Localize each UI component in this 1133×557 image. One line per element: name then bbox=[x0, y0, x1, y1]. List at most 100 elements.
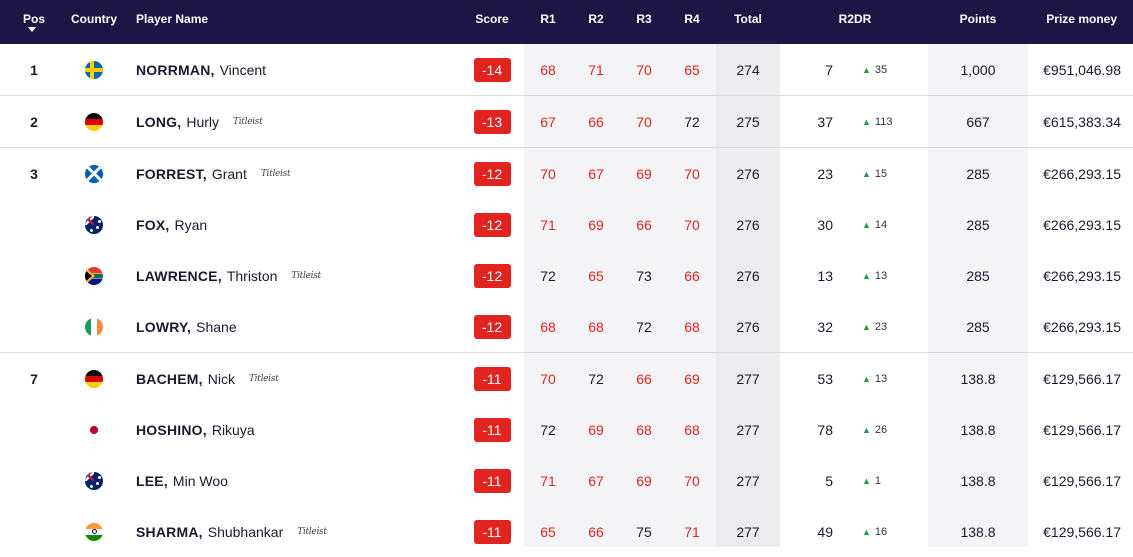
total-cell: 277 bbox=[736, 370, 760, 387]
arrow-up-icon: ▲ bbox=[862, 373, 871, 384]
player-name-cell[interactable]: LEE, Min Woo bbox=[136, 455, 456, 506]
player-first-name[interactable]: Vincent bbox=[219, 61, 267, 78]
player-first-name[interactable]: Nick bbox=[207, 370, 235, 387]
prize-money-cell: €266,293.15 bbox=[1043, 267, 1121, 284]
player-last-name[interactable]: FORREST, bbox=[136, 165, 207, 182]
r1-cell: 65 bbox=[540, 523, 556, 540]
player-name-cell[interactable]: LAWRENCE, Thriston Titleist bbox=[136, 250, 456, 301]
r2dr-movement: ▲ 23 bbox=[862, 320, 888, 333]
table-row[interactable]: LAWRENCE, Thriston Titleist -12 72 65 73 66 276 1… bbox=[0, 250, 1133, 301]
r2-cell: 69 bbox=[588, 216, 604, 233]
player-first-name[interactable]: Thriston bbox=[226, 267, 278, 284]
leaderboard-header: Pos Country Player Name Score R1 R2 R3 R… bbox=[0, 0, 1133, 44]
player-name-cell[interactable]: LONG, Hurly Titleist bbox=[136, 96, 456, 147]
player-last-name[interactable]: HOSHINO, bbox=[136, 421, 207, 438]
table-row[interactable]: 2 LONG, Hurly Titleist -13 67 66 70 72 275 37 ▲ 113 6… bbox=[0, 95, 1133, 147]
prize-money-cell: €129,566.17 bbox=[1043, 421, 1121, 438]
player-first-name[interactable]: Grant bbox=[211, 165, 247, 182]
prize-money-header: Prize money bbox=[1046, 12, 1117, 26]
r2dr-cell: 30 bbox=[817, 216, 833, 233]
position-cell: 3 bbox=[30, 165, 38, 182]
r2-cell: 69 bbox=[588, 421, 604, 438]
player-last-name[interactable]: LAWRENCE, bbox=[136, 267, 222, 284]
arrow-up-icon: ▲ bbox=[862, 116, 871, 127]
position-cell bbox=[14, 506, 54, 557]
prize-money-cell: €129,566.17 bbox=[1043, 472, 1121, 489]
r2dr-cell: 32 bbox=[817, 318, 833, 335]
player-last-name[interactable]: LONG, bbox=[136, 113, 182, 130]
player-name-cell[interactable]: FORREST, Grant Titleist bbox=[136, 148, 456, 199]
south-africa-flag-icon bbox=[85, 266, 103, 285]
r2-cell: 66 bbox=[588, 113, 604, 130]
r2dr-movement: ▲ 13 bbox=[862, 372, 888, 385]
r3-header: R3 bbox=[636, 12, 652, 26]
points-cell: 138.8 bbox=[960, 370, 996, 387]
player-name-cell[interactable]: HOSHINO, Rikuya bbox=[136, 404, 456, 455]
table-row[interactable]: 1 NORRMAN, Vincent -14 68 71 70 65 274 7 ▲ 35 1,000 €… bbox=[0, 44, 1133, 95]
player-last-name[interactable]: FOX, bbox=[136, 216, 170, 233]
table-row[interactable]: HOSHINO, Rikuya -11 72 69 68 68 277 78 ▲ 26 138.8 €1… bbox=[0, 404, 1133, 455]
player-last-name[interactable]: NORRMAN, bbox=[136, 61, 215, 78]
score-badge: -12 bbox=[473, 314, 511, 339]
player-name-cell[interactable]: FOX, Ryan bbox=[136, 199, 456, 250]
india-flag-icon bbox=[85, 522, 103, 541]
table-row[interactable]: LEE, Min Woo -11 71 67 69 70 277 5 ▲ 1 138.8 €129,56… bbox=[0, 455, 1133, 506]
player-first-name[interactable]: Shane bbox=[196, 318, 237, 335]
player-last-name[interactable]: BACHEM, bbox=[136, 370, 203, 387]
table-row[interactable]: 3 FORREST, Grant Titleist -12 70 67 69 70 276 23 ▲ 1… bbox=[0, 147, 1133, 199]
points-cell: 1,000 bbox=[960, 61, 996, 78]
r1-cell: 71 bbox=[540, 216, 556, 233]
score-cell: -11 bbox=[472, 404, 512, 455]
player-first-name[interactable]: Hurly bbox=[186, 113, 220, 130]
player-first-name[interactable]: Min Woo bbox=[172, 472, 228, 489]
r2dr-cell: 5 bbox=[825, 472, 833, 489]
r1-cell: 71 bbox=[540, 472, 556, 489]
country-cell bbox=[84, 353, 104, 404]
position-cell bbox=[14, 301, 54, 352]
score-cell: -12 bbox=[472, 301, 512, 352]
player-name-cell[interactable]: NORRMAN, Vincent bbox=[136, 44, 456, 95]
player-name-cell[interactable]: LOWRY, Shane bbox=[136, 301, 456, 352]
r1-cell: 67 bbox=[540, 113, 556, 130]
r1-cell: 72 bbox=[540, 267, 556, 284]
sort-down-icon[interactable] bbox=[28, 27, 36, 32]
arrow-up-icon: ▲ bbox=[862, 270, 871, 281]
score-badge: -12 bbox=[473, 161, 511, 186]
pos-header[interactable]: Pos bbox=[22, 12, 45, 26]
r1-cell: 68 bbox=[540, 318, 556, 335]
table-row[interactable]: SHARMA, Shubhankar Titleist -11 65 66 75 71 277 4… bbox=[0, 506, 1133, 557]
player-first-name[interactable]: Shubhankar bbox=[207, 523, 284, 540]
position-cell bbox=[14, 199, 54, 250]
titleist-logo: Titleist bbox=[260, 168, 291, 179]
r1-cell: 72 bbox=[540, 421, 556, 438]
player-name-header: Player Name bbox=[136, 12, 209, 26]
r2-cell: 67 bbox=[588, 472, 604, 489]
player-first-name[interactable]: Rikuya bbox=[211, 421, 255, 438]
r2dr-movement: ▲ 16 bbox=[862, 525, 888, 538]
country-cell bbox=[84, 404, 104, 455]
player-last-name[interactable]: LEE, bbox=[136, 472, 168, 489]
australia-flag-icon bbox=[85, 471, 103, 490]
player-first-name[interactable]: Ryan bbox=[174, 216, 208, 233]
country-cell bbox=[84, 148, 104, 199]
points-cell: 667 bbox=[966, 113, 990, 130]
r3-cell: 73 bbox=[636, 267, 652, 284]
ireland-flag-icon bbox=[85, 317, 103, 336]
player-last-name[interactable]: LOWRY, bbox=[136, 318, 192, 335]
table-row[interactable]: LOWRY, Shane -12 68 68 72 68 276 32 ▲ 23 285 €266,29… bbox=[0, 301, 1133, 352]
player-name-cell[interactable]: BACHEM, Nick Titleist bbox=[136, 353, 456, 404]
japan-flag-icon bbox=[85, 420, 103, 439]
score-cell: -12 bbox=[472, 250, 512, 301]
player-last-name[interactable]: SHARMA, bbox=[136, 523, 203, 540]
table-row[interactable]: 7 BACHEM, Nick Titleist -11 70 72 66 69 277 53 ▲ 13 1… bbox=[0, 352, 1133, 404]
total-cell: 274 bbox=[736, 61, 760, 78]
score-cell: -11 bbox=[472, 506, 512, 557]
player-name-cell[interactable]: SHARMA, Shubhankar Titleist bbox=[136, 506, 456, 557]
r1-header: R1 bbox=[540, 12, 556, 26]
scotland-flag-icon bbox=[85, 164, 103, 183]
score-badge: -11 bbox=[473, 519, 511, 544]
r2dr-movement: ▲ 113 bbox=[862, 115, 893, 128]
table-row[interactable]: FOX, Ryan -12 71 69 66 70 276 30 ▲ 14 285 €266,293.1… bbox=[0, 199, 1133, 250]
r2dr-cell: 7 bbox=[825, 61, 833, 78]
